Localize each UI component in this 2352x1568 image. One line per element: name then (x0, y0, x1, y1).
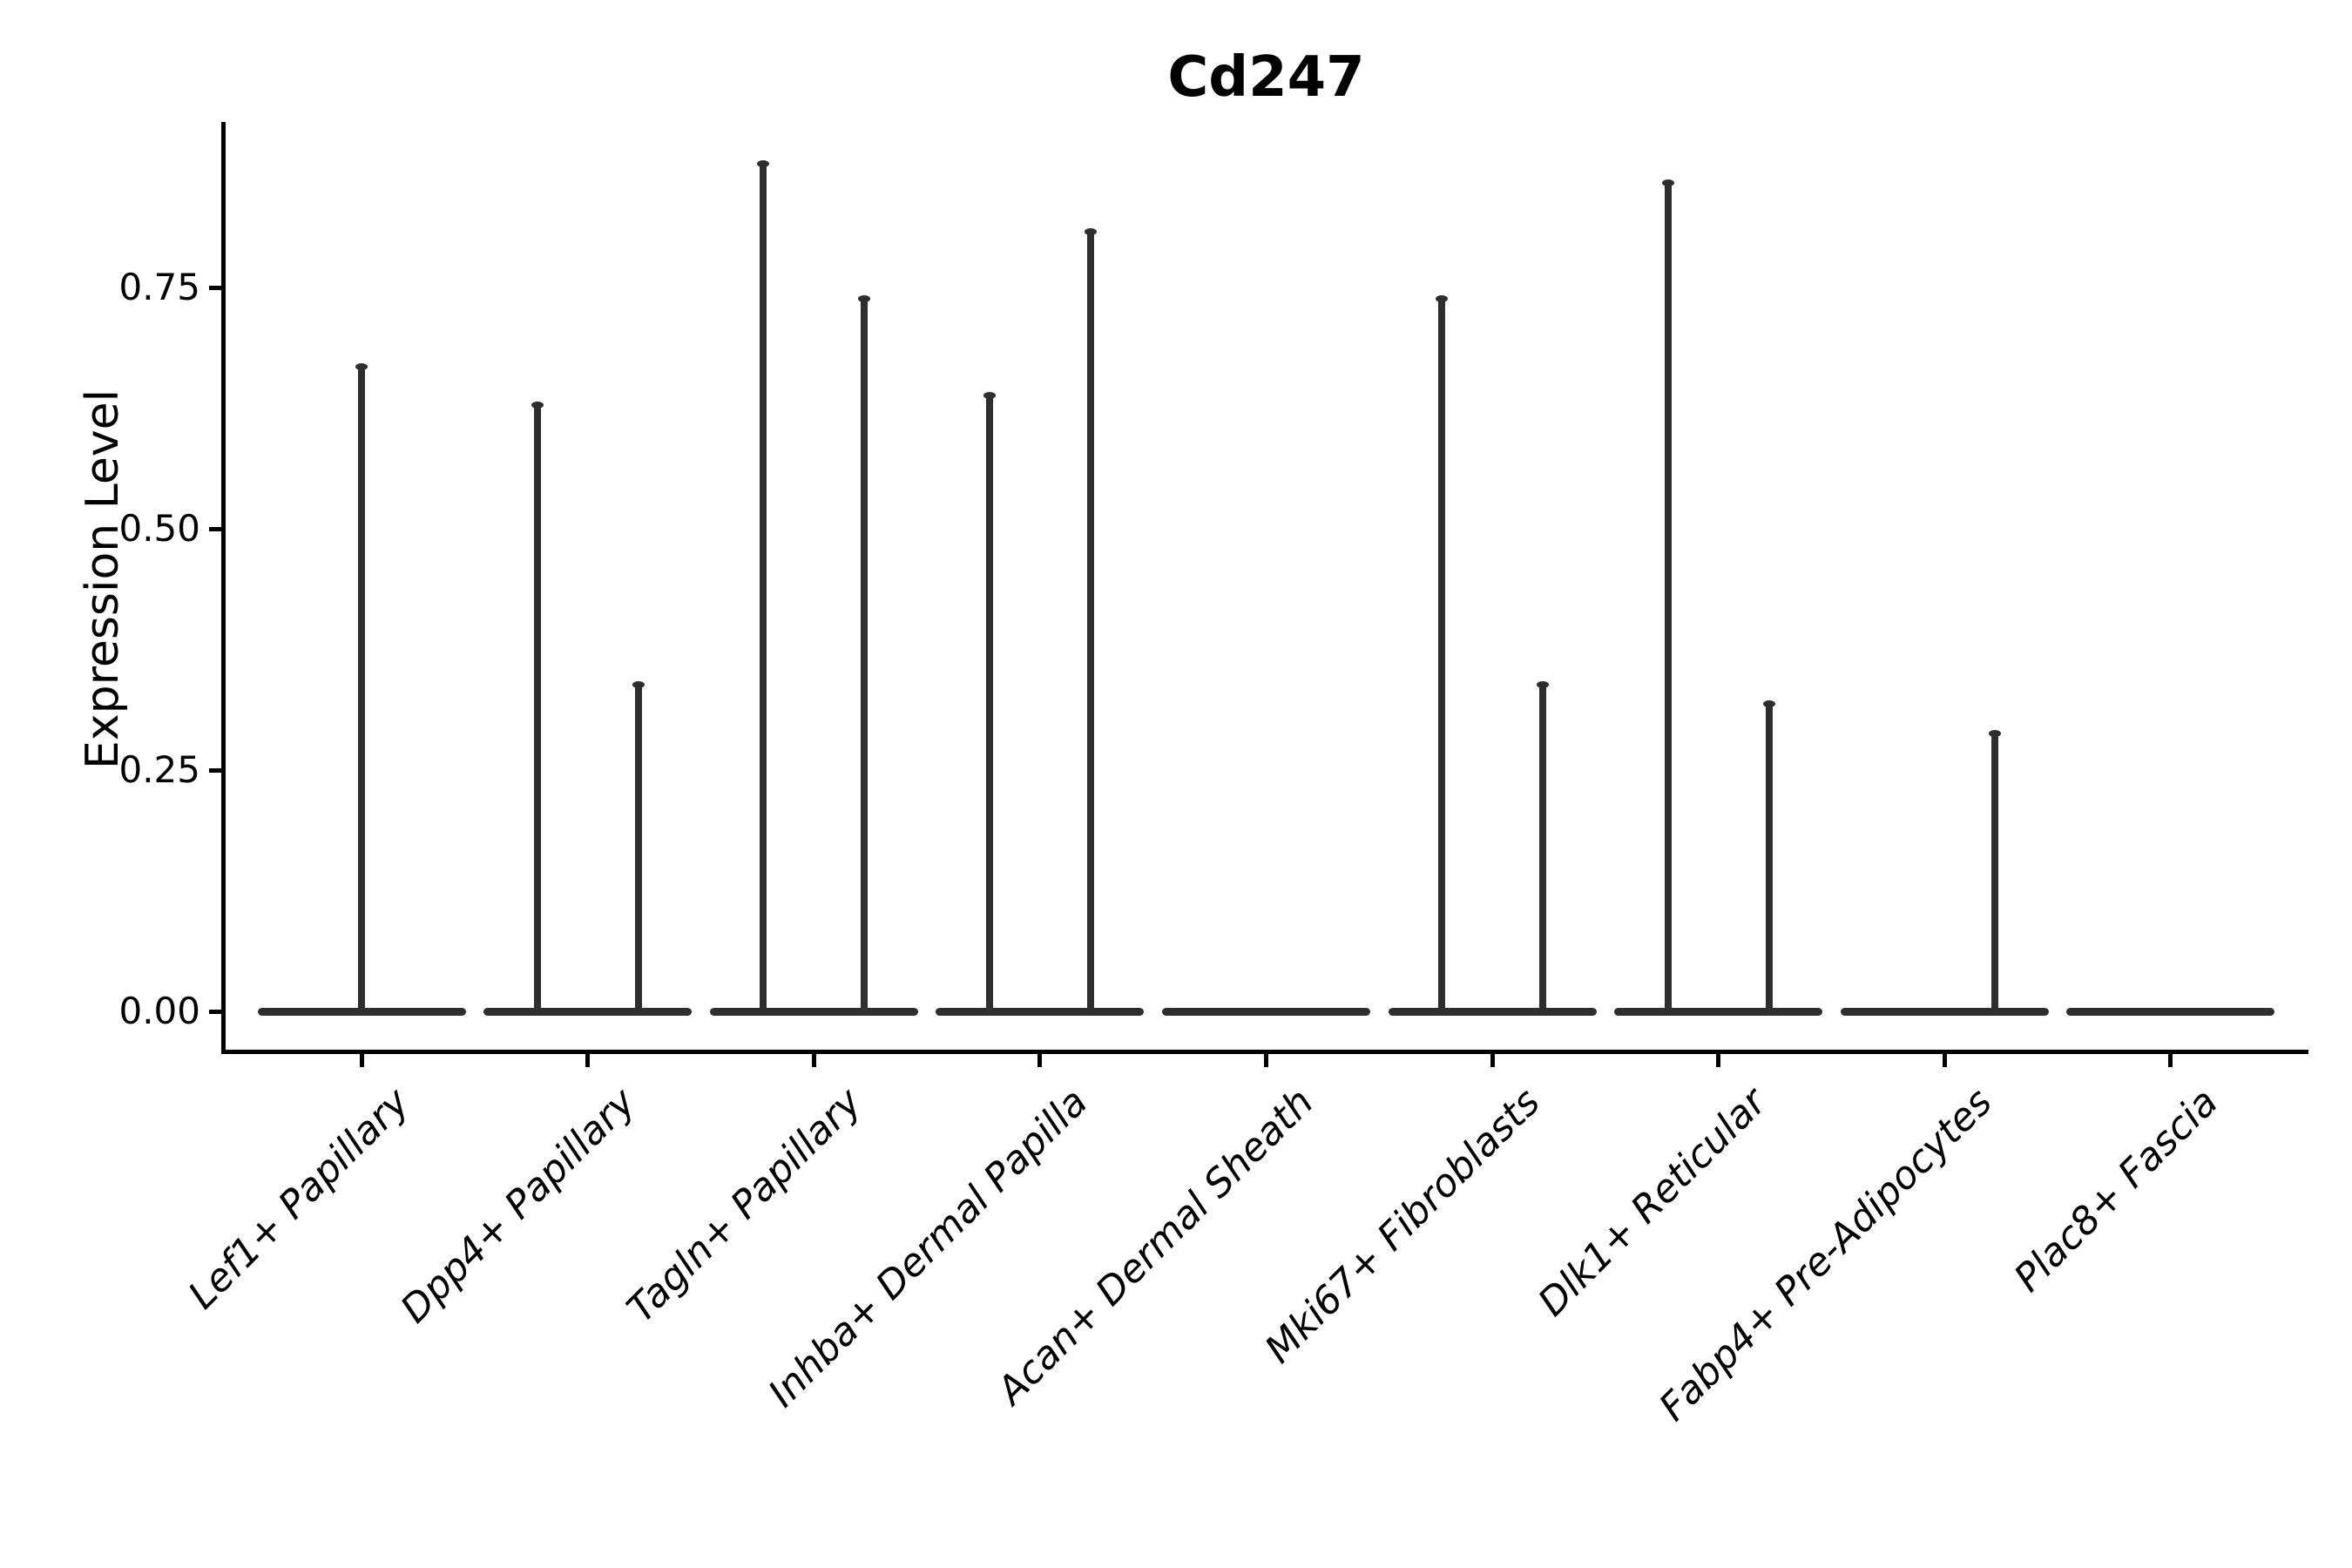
violin-spike (861, 297, 868, 1011)
violin-spike (1765, 702, 1773, 1011)
x-tick (811, 1054, 816, 1067)
violin-spike-cap (1084, 227, 1097, 235)
violin-spike (1664, 181, 1672, 1011)
y-axis-spine (221, 122, 226, 1054)
violin-spike (1539, 683, 1546, 1011)
violin-spike-cap (531, 401, 544, 409)
violin-spike-cap (632, 681, 645, 689)
x-tick-label: Lef1+ Papillary (179, 1079, 418, 1318)
violin-spike-cap (1989, 729, 2002, 737)
violin-baseline (1388, 1007, 1597, 1016)
y-tick (209, 526, 221, 531)
x-tick-label: Dlk1+ Reticular (1529, 1079, 1775, 1325)
violin-spike (358, 364, 365, 1011)
y-axis-label: Expression Level (77, 389, 129, 770)
x-tick-label: Tagln+ Papillary (618, 1079, 870, 1331)
x-axis-spine (221, 1050, 2308, 1054)
violin-spike (985, 393, 993, 1011)
violin-spike-cap (1537, 681, 1549, 689)
violin-baseline (1161, 1007, 1370, 1016)
y-tick (209, 767, 221, 773)
violin-baseline (257, 1007, 466, 1016)
x-tick (1037, 1054, 1043, 1067)
violin-spike-cap (1661, 179, 1674, 187)
violin-spike-cap (1436, 295, 1448, 303)
violin-baseline (2066, 1007, 2275, 1016)
plot-title: Cd247 (1167, 45, 1365, 110)
violin-baseline (936, 1007, 1145, 1016)
x-tick (359, 1054, 364, 1067)
violin-spike (760, 161, 767, 1011)
violin-spike-cap (757, 159, 770, 167)
violin-spike (533, 402, 541, 1011)
y-tick (209, 285, 221, 290)
violin-spike (1086, 229, 1094, 1011)
violin-spike (1438, 297, 1445, 1011)
y-tick-label: 0.50 (118, 507, 200, 550)
x-tick (1263, 1054, 1268, 1067)
violin-baseline (1614, 1007, 1823, 1016)
x-tick (585, 1054, 591, 1067)
violin-spike (634, 683, 642, 1011)
y-tick-label: 0.00 (118, 990, 200, 1032)
x-tick-label: Plac8+ Fascia (2006, 1079, 2227, 1301)
violin-spike-cap (983, 391, 996, 399)
violin-spike (1991, 731, 1999, 1011)
x-tick (1942, 1054, 1947, 1067)
y-tick-label: 0.75 (118, 266, 200, 308)
y-tick-label: 0.25 (118, 748, 200, 791)
violin-baseline (483, 1007, 693, 1016)
x-tick-label: Dpp4+ Papillary (392, 1079, 645, 1332)
x-tick (2168, 1054, 2173, 1067)
violin-spike-cap (1762, 700, 1775, 708)
x-tick (1490, 1054, 1495, 1067)
x-tick (1716, 1054, 1721, 1067)
y-tick (209, 1009, 221, 1014)
violin-spike-cap (355, 362, 368, 370)
violin-baseline (1840, 1007, 2049, 1016)
violin-spike-cap (858, 295, 871, 303)
violin-baseline (709, 1007, 918, 1016)
